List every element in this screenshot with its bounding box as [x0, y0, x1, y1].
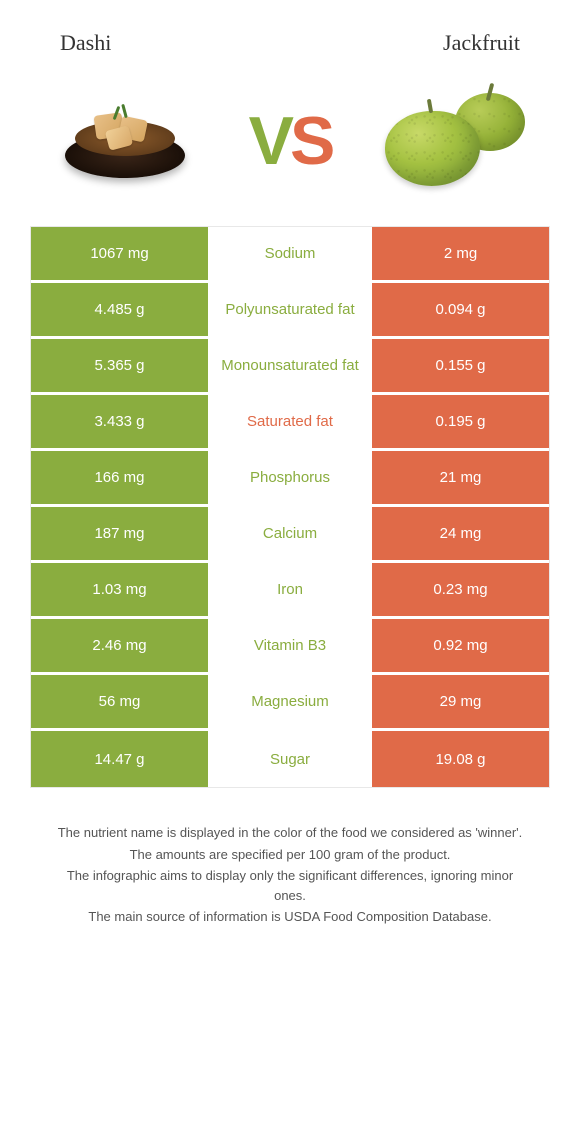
comparison-header: Dashi Jackfruit [20, 20, 560, 76]
right-value: 0.23 mg [369, 563, 549, 616]
table-row: 56 mgMagnesium29 mg [31, 675, 549, 731]
right-value: 21 mg [369, 451, 549, 504]
nutrient-label: Vitamin B3 [211, 619, 369, 672]
right-value: 24 mg [369, 507, 549, 560]
right-value: 0.195 g [369, 395, 549, 448]
table-row: 1.03 mgIron0.23 mg [31, 563, 549, 619]
vs-v-letter: V [249, 103, 290, 179]
right-value: 0.094 g [369, 283, 549, 336]
table-row: 5.365 gMonounsaturated fat0.155 g [31, 339, 549, 395]
nutrient-label: Phosphorus [211, 451, 369, 504]
left-value: 5.365 g [31, 339, 211, 392]
right-value: 2 mg [369, 227, 549, 280]
table-row: 1067 mgSodium2 mg [31, 227, 549, 283]
jackfruit-icon [380, 91, 530, 191]
table-row: 4.485 gPolyunsaturated fat0.094 g [31, 283, 549, 339]
images-row: VS [20, 76, 560, 226]
nutrient-label: Iron [211, 563, 369, 616]
left-value: 4.485 g [31, 283, 211, 336]
footer-line-2: The amounts are specified per 100 gram o… [50, 845, 530, 865]
left-value: 14.47 g [31, 731, 211, 787]
left-value: 166 mg [31, 451, 211, 504]
footer-line-4: The main source of information is USDA F… [50, 907, 530, 927]
nutrient-label: Sodium [211, 227, 369, 280]
right-value: 19.08 g [369, 731, 549, 787]
table-row: 187 mgCalcium24 mg [31, 507, 549, 563]
left-value: 2.46 mg [31, 619, 211, 672]
right-food-image [380, 86, 530, 196]
left-value: 1.03 mg [31, 563, 211, 616]
footer-notes: The nutrient name is displayed in the co… [20, 823, 560, 927]
table-row: 166 mgPhosphorus21 mg [31, 451, 549, 507]
left-value: 187 mg [31, 507, 211, 560]
dashi-icon [55, 96, 195, 186]
right-value: 0.155 g [369, 339, 549, 392]
table-row: 3.433 gSaturated fat0.195 g [31, 395, 549, 451]
left-food-title: Dashi [60, 30, 111, 56]
footer-line-3: The infographic aims to display only the… [50, 866, 530, 905]
nutrient-table: 1067 mgSodium2 mg4.485 gPolyunsaturated … [30, 226, 550, 788]
right-value: 29 mg [369, 675, 549, 728]
left-value: 1067 mg [31, 227, 211, 280]
nutrient-label: Polyunsaturated fat [211, 283, 369, 336]
right-value: 0.92 mg [369, 619, 549, 672]
table-row: 2.46 mgVitamin B30.92 mg [31, 619, 549, 675]
footer-line-1: The nutrient name is displayed in the co… [50, 823, 530, 843]
nutrient-label: Saturated fat [211, 395, 369, 448]
nutrient-label: Calcium [211, 507, 369, 560]
nutrient-label: Magnesium [211, 675, 369, 728]
left-value: 56 mg [31, 675, 211, 728]
nutrient-label: Sugar [211, 731, 369, 787]
table-row: 14.47 gSugar19.08 g [31, 731, 549, 787]
vs-s-letter: S [290, 103, 331, 179]
left-food-image [50, 86, 200, 196]
right-food-title: Jackfruit [443, 30, 520, 56]
left-value: 3.433 g [31, 395, 211, 448]
vs-label: VS [249, 102, 332, 180]
nutrient-label: Monounsaturated fat [211, 339, 369, 392]
